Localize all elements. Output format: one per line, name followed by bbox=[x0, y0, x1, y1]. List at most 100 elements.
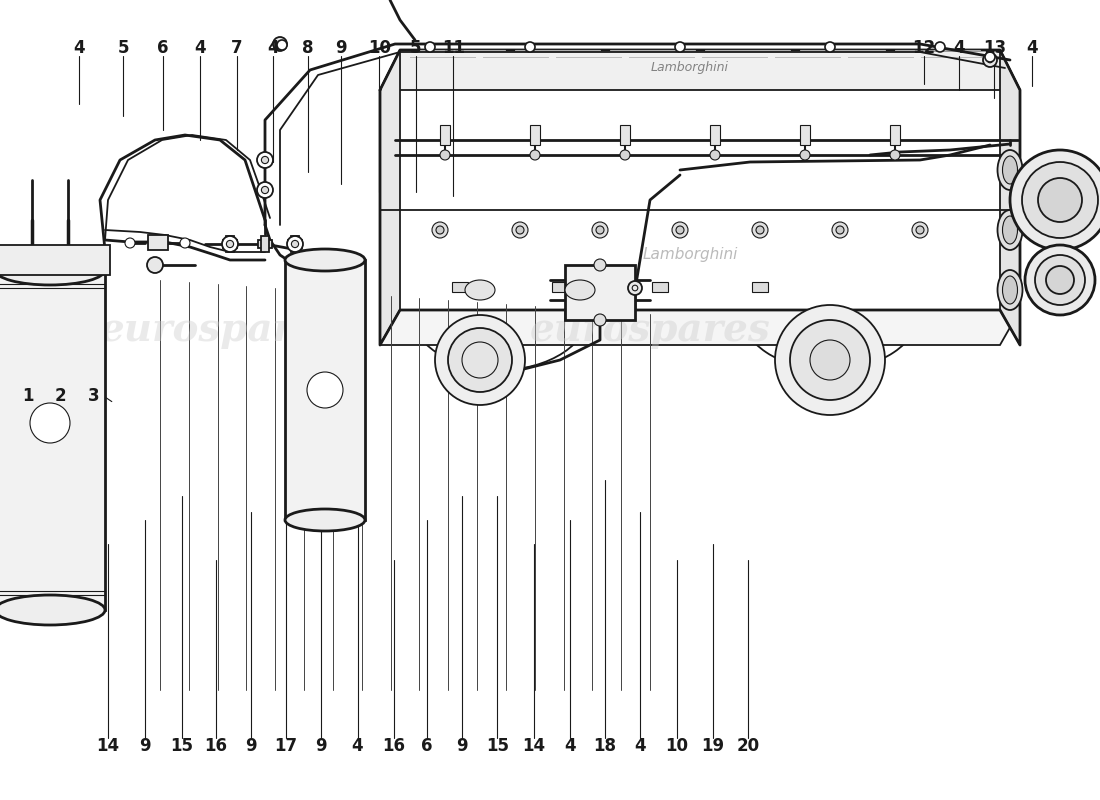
Circle shape bbox=[790, 320, 870, 400]
Ellipse shape bbox=[285, 249, 365, 271]
Bar bbox=[0, 270, 104, 610]
Text: 12: 12 bbox=[912, 39, 936, 57]
Text: eurospares: eurospares bbox=[529, 311, 770, 349]
Bar bbox=[565, 265, 635, 320]
Bar bbox=[652, 282, 668, 292]
Bar bbox=[890, 125, 900, 145]
Text: 4: 4 bbox=[635, 737, 646, 754]
Circle shape bbox=[273, 37, 287, 51]
Text: 9: 9 bbox=[336, 39, 346, 57]
Circle shape bbox=[1046, 266, 1074, 294]
Text: 14: 14 bbox=[96, 737, 120, 754]
Text: 15: 15 bbox=[170, 737, 192, 754]
Ellipse shape bbox=[1002, 276, 1018, 304]
Bar bbox=[800, 125, 810, 145]
Ellipse shape bbox=[1002, 156, 1018, 184]
Bar bbox=[148, 235, 168, 250]
Circle shape bbox=[620, 150, 630, 160]
Circle shape bbox=[257, 152, 273, 168]
Text: 7: 7 bbox=[231, 39, 242, 57]
Circle shape bbox=[1010, 150, 1100, 250]
Circle shape bbox=[832, 222, 848, 238]
Circle shape bbox=[596, 226, 604, 234]
Circle shape bbox=[262, 157, 268, 164]
Circle shape bbox=[756, 226, 764, 234]
Ellipse shape bbox=[565, 280, 595, 300]
Text: 4: 4 bbox=[564, 737, 575, 754]
Text: 17: 17 bbox=[274, 737, 298, 754]
Circle shape bbox=[307, 372, 343, 408]
Text: 1: 1 bbox=[22, 387, 33, 405]
Text: 16: 16 bbox=[205, 737, 227, 754]
Text: 3: 3 bbox=[88, 387, 99, 405]
Circle shape bbox=[710, 150, 720, 160]
Polygon shape bbox=[1000, 50, 1020, 345]
Text: 4: 4 bbox=[1026, 39, 1037, 57]
Ellipse shape bbox=[998, 270, 1023, 310]
Bar bbox=[223, 240, 236, 248]
Circle shape bbox=[425, 42, 435, 52]
Text: 8: 8 bbox=[302, 39, 313, 57]
Circle shape bbox=[287, 236, 303, 252]
Circle shape bbox=[440, 150, 450, 160]
Bar bbox=[0, 284, 104, 288]
Text: 14: 14 bbox=[521, 737, 546, 754]
Circle shape bbox=[628, 281, 642, 295]
Text: Lamborghini: Lamborghini bbox=[651, 62, 729, 74]
Bar bbox=[710, 125, 720, 145]
Text: 4: 4 bbox=[74, 39, 85, 57]
Text: 19: 19 bbox=[701, 737, 725, 754]
Ellipse shape bbox=[285, 509, 365, 531]
Bar bbox=[452, 282, 468, 292]
Circle shape bbox=[935, 42, 945, 52]
Circle shape bbox=[984, 52, 996, 62]
Circle shape bbox=[448, 328, 512, 392]
Circle shape bbox=[222, 236, 238, 252]
Circle shape bbox=[1035, 255, 1085, 305]
Ellipse shape bbox=[0, 255, 104, 285]
Circle shape bbox=[836, 226, 844, 234]
Bar bbox=[285, 260, 365, 520]
Circle shape bbox=[180, 238, 190, 248]
Circle shape bbox=[810, 340, 850, 380]
Text: 20: 20 bbox=[736, 737, 760, 754]
Circle shape bbox=[1022, 162, 1098, 238]
Bar bbox=[226, 236, 234, 252]
Text: 9: 9 bbox=[316, 737, 327, 754]
Bar bbox=[288, 240, 302, 248]
Circle shape bbox=[800, 150, 810, 160]
Bar bbox=[752, 282, 768, 292]
Text: 16: 16 bbox=[383, 737, 405, 754]
Text: 4: 4 bbox=[352, 737, 363, 754]
Text: eurospares: eurospares bbox=[100, 311, 340, 349]
Ellipse shape bbox=[998, 150, 1023, 190]
Circle shape bbox=[594, 259, 606, 271]
Circle shape bbox=[776, 305, 886, 415]
Polygon shape bbox=[379, 50, 400, 345]
Circle shape bbox=[912, 222, 928, 238]
Circle shape bbox=[1025, 245, 1094, 315]
Ellipse shape bbox=[998, 210, 1023, 250]
Circle shape bbox=[983, 53, 997, 67]
Circle shape bbox=[672, 222, 688, 238]
Circle shape bbox=[675, 42, 685, 52]
Ellipse shape bbox=[9, 251, 91, 273]
Bar bbox=[292, 236, 299, 252]
Polygon shape bbox=[379, 310, 1020, 345]
Text: 4: 4 bbox=[195, 39, 206, 57]
Text: 15: 15 bbox=[486, 737, 508, 754]
Text: 9: 9 bbox=[245, 737, 256, 754]
Circle shape bbox=[277, 40, 287, 50]
Bar bbox=[0, 591, 104, 595]
Circle shape bbox=[916, 226, 924, 234]
Circle shape bbox=[530, 150, 540, 160]
Text: 13: 13 bbox=[982, 39, 1007, 57]
Text: 18: 18 bbox=[594, 737, 616, 754]
Circle shape bbox=[512, 222, 528, 238]
Circle shape bbox=[436, 226, 444, 234]
Text: 10: 10 bbox=[368, 39, 390, 57]
Ellipse shape bbox=[1002, 216, 1018, 244]
Text: 9: 9 bbox=[456, 737, 468, 754]
Bar bbox=[440, 125, 450, 145]
Text: 6: 6 bbox=[157, 39, 168, 57]
